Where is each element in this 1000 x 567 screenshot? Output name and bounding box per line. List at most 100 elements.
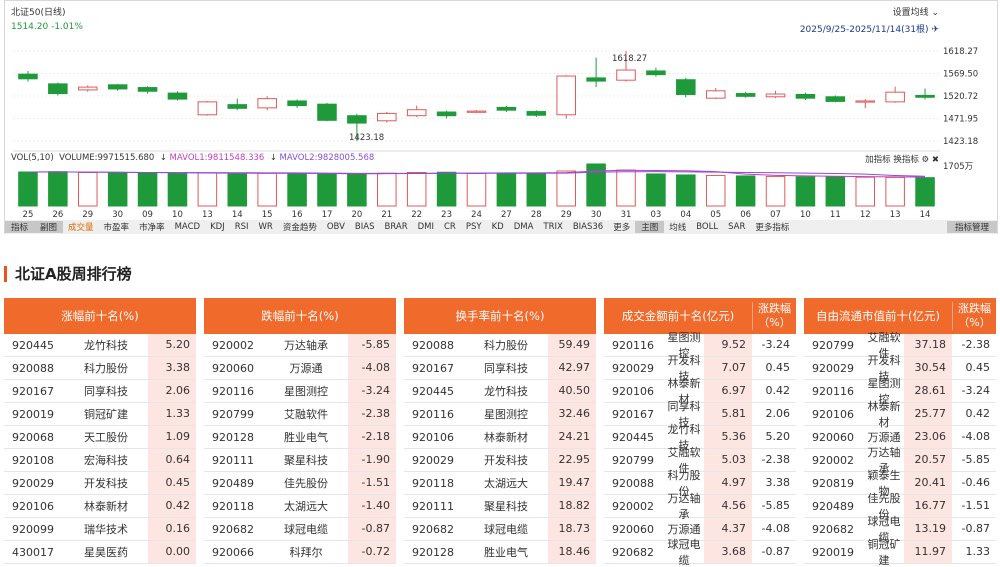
- indicator-manage-button[interactable]: 指标管理: [946, 221, 997, 233]
- tab-item[interactable]: 成交量: [68, 223, 94, 233]
- table-row[interactable]: 920167 同享科技 2.06: [4, 380, 196, 403]
- tab-item[interactable]: 副图: [34, 221, 64, 233]
- tab-item[interactable]: BRAR: [384, 222, 408, 232]
- tab-item[interactable]: PSY: [465, 222, 482, 232]
- table-row[interactable]: 920116 星图测控 -3.24: [204, 380, 396, 403]
- table-row[interactable]: 920066 科拜尔 -0.72: [204, 541, 396, 564]
- table-row[interactable]: 920029 开发科技 22.95: [404, 449, 596, 472]
- table-row[interactable]: 920128 胜业电气 -2.18: [204, 426, 396, 449]
- candle[interactable]: [347, 113, 367, 142]
- table-row[interactable]: 920167 同享科技 42.97: [404, 357, 596, 380]
- volume-bar[interactable]: [915, 177, 935, 207]
- candle[interactable]: [137, 86, 158, 94]
- table-row[interactable]: 920106 林泰新材 25.77 0.42: [804, 400, 996, 429]
- candle[interactable]: [287, 99, 307, 108]
- pin-icon[interactable]: ✈: [931, 25, 939, 35]
- volume-bar[interactable]: [287, 173, 307, 207]
- candle[interactable]: [885, 86, 905, 103]
- tab-item[interactable]: 更多指标: [755, 223, 790, 233]
- volume-bar[interactable]: [77, 171, 98, 207]
- candle[interactable]: [496, 106, 517, 113]
- table-row[interactable]: 430017 星昊医药 0.00: [4, 541, 196, 564]
- table-row[interactable]: 920799 艾融软件 5.03 -2.38: [604, 446, 796, 475]
- tab-item[interactable]: SAR: [728, 222, 746, 232]
- tab-item[interactable]: 市盈率: [103, 223, 130, 233]
- candle[interactable]: [77, 85, 98, 92]
- table-row[interactable]: 920019 铜冠矿建 1.33: [4, 403, 196, 426]
- candle[interactable]: [466, 110, 487, 113]
- tab-item[interactable]: MACD: [174, 222, 201, 232]
- volume-bar[interactable]: [885, 176, 905, 207]
- volume-bar[interactable]: [197, 172, 218, 207]
- volume-bar[interactable]: [735, 175, 756, 207]
- volume-bar[interactable]: [257, 172, 277, 207]
- tab-item[interactable]: 更多: [613, 223, 631, 233]
- table-row[interactable]: 920060 万源通 -4.08: [204, 357, 396, 380]
- table-row[interactable]: 920111 聚星科技 18.82: [404, 495, 596, 518]
- candle[interactable]: [257, 96, 277, 111]
- table-row[interactable]: 920799 艾融软件 -2.38: [204, 403, 396, 426]
- candle[interactable]: [406, 105, 427, 118]
- candle[interactable]: [646, 67, 666, 77]
- table-row[interactable]: 920799 艾融软件 37.18 -2.38: [804, 331, 996, 360]
- candle[interactable]: [795, 92, 816, 101]
- table-row[interactable]: 920029 开发科技 30.54 0.45: [804, 354, 996, 383]
- table-row[interactable]: 920029 开发科技 0.45: [4, 472, 196, 495]
- table-row[interactable]: 920068 天工股份 1.09: [4, 426, 196, 449]
- table-row[interactable]: 920682 球冠电缆 13.19 -0.87: [804, 515, 996, 544]
- table-row[interactable]: 920088 科力股份 3.38: [4, 357, 196, 380]
- table-row[interactable]: 920118 太湖远大 19.47: [404, 472, 596, 495]
- tab-item[interactable]: KD: [491, 222, 504, 232]
- table-row[interactable]: 920116 星图测控 28.61 -3.24: [804, 377, 996, 406]
- table-row[interactable]: 920088 科力股份 59.49: [404, 334, 596, 357]
- tab-item[interactable]: RSI: [234, 222, 249, 232]
- table-row[interactable]: 920819 颖泰生物 20.41 -0.46: [804, 469, 996, 498]
- add-indicator-button[interactable]: 加指标: [865, 155, 891, 165]
- volume-bar[interactable]: [227, 172, 248, 207]
- gear-icon[interactable]: ⚙: [921, 155, 930, 165]
- tab-item[interactable]: WR: [258, 222, 273, 232]
- volume-bar[interactable]: [676, 174, 696, 207]
- table-row[interactable]: 920118 太湖远大 -1.40: [204, 495, 396, 518]
- candle[interactable]: [915, 88, 935, 100]
- candle[interactable]: [48, 82, 68, 96]
- kline-chart[interactable]: 北证50(日线) 1514.20 -1.01% 设置均线 ⌄ 2025/9/25…: [4, 0, 998, 234]
- volume-bar[interactable]: [436, 171, 457, 207]
- candle[interactable]: [705, 88, 726, 100]
- tab-item[interactable]: 指标: [5, 221, 35, 233]
- volume-bar[interactable]: [466, 172, 487, 207]
- table-row[interactable]: 920108 宏海科技 0.64: [4, 449, 196, 472]
- volume-bar[interactable]: [646, 173, 666, 207]
- volume-bar[interactable]: [137, 172, 158, 207]
- tab-item[interactable]: BIAS: [354, 222, 375, 232]
- table-row[interactable]: 920445 龙竹科技 40.50: [404, 380, 596, 403]
- table-row[interactable]: 920106 林泰新材 0.42: [4, 495, 196, 518]
- table-row[interactable]: 920167 同享科技 5.81 2.06: [604, 400, 796, 429]
- candle[interactable]: [317, 102, 337, 122]
- candle[interactable]: [107, 83, 128, 91]
- tab-item[interactable]: TRIX: [543, 222, 563, 232]
- volume-bar[interactable]: [347, 173, 367, 207]
- tab-item[interactable]: 主图: [635, 221, 665, 233]
- table-row[interactable]: 920029 开发科技 7.07 0.45: [604, 354, 796, 383]
- table-row[interactable]: 920111 聚星科技 -1.90: [204, 449, 396, 472]
- table-row[interactable]: 920128 胜业电气 18.46: [404, 541, 596, 564]
- table-row[interactable]: 920116 星图测控 9.52 -3.24: [604, 331, 796, 360]
- table-row[interactable]: 920088 科力股份 4.97 3.38: [604, 469, 796, 498]
- candle[interactable]: [825, 95, 846, 103]
- volume-bar[interactable]: [526, 172, 547, 207]
- table-row[interactable]: 920002 万达轴承 -5.85: [204, 334, 396, 357]
- table-row[interactable]: 920682 球冠电缆 18.73: [404, 518, 596, 541]
- tab-item[interactable]: KDJ: [210, 222, 225, 232]
- candle[interactable]: [586, 57, 606, 88]
- table-row[interactable]: 920060 万源通 23.06 -4.08: [804, 426, 996, 449]
- candle[interactable]: [167, 91, 188, 101]
- table-row[interactable]: 920106 林泰新材 24.21: [404, 426, 596, 449]
- candle[interactable]: [765, 90, 786, 99]
- volume-bar[interactable]: [616, 169, 636, 207]
- volume-bar[interactable]: [18, 171, 38, 207]
- tab-item[interactable]: BOLL: [696, 222, 719, 232]
- volume-bar[interactable]: [795, 176, 816, 207]
- volume-bar[interactable]: [377, 172, 397, 207]
- switch-indicator-button[interactable]: 换指标: [893, 155, 919, 165]
